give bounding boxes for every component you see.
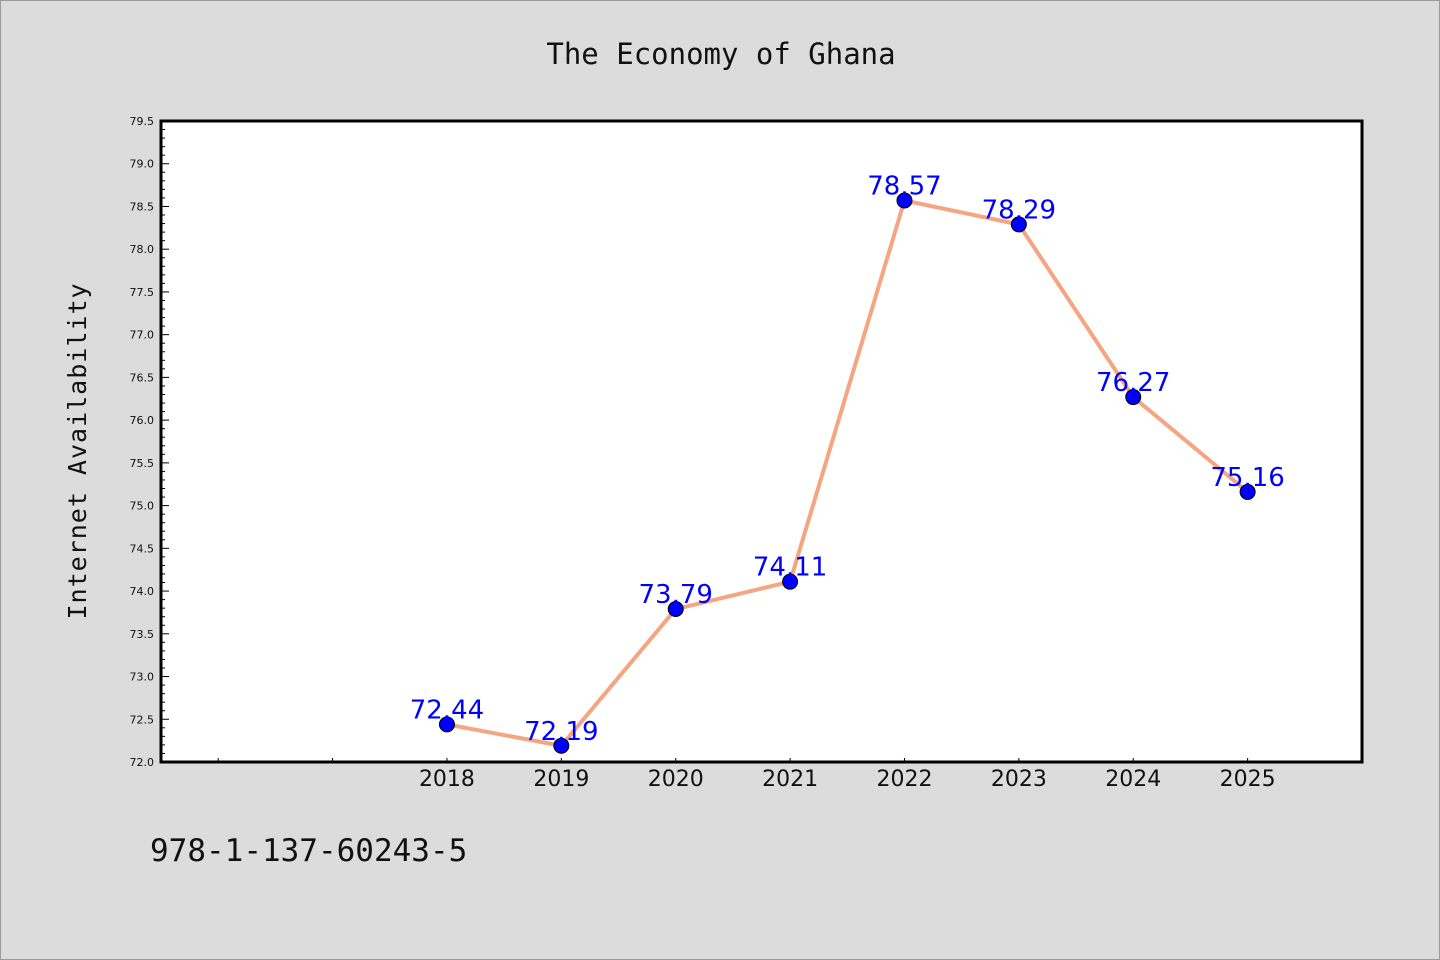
x-tick-label: 2023 [991, 767, 1047, 792]
y-tick-label: 78.5 [130, 200, 155, 213]
data-point [438, 716, 455, 733]
x-tick-label: 2020 [648, 767, 704, 792]
data-point [1125, 389, 1142, 406]
isbn-caption: 978-1-137-60243-5 [150, 833, 468, 869]
y-tick-label: 76.0 [130, 414, 155, 427]
y-tick-label: 74.0 [130, 585, 155, 598]
y-tick-label: 73.0 [130, 671, 155, 684]
y-tick-label: 77.5 [130, 286, 155, 299]
y-tick-label: 75.0 [130, 500, 155, 513]
data-point [553, 737, 570, 754]
y-tick-label: 79.0 [130, 158, 155, 171]
y-tick-label: 72.5 [130, 713, 155, 726]
data-label: 74.11 [753, 553, 827, 583]
y-tick-label: 78.0 [130, 243, 155, 256]
y-axis-label: Internet Availability [63, 282, 92, 619]
series-line [446, 198, 1249, 748]
y-tick-label: 73.5 [130, 628, 155, 641]
data-label: 73.79 [638, 580, 712, 610]
data-point [1239, 483, 1256, 500]
y-tick-label: 77.0 [130, 329, 155, 342]
data-label: 78.29 [982, 195, 1056, 225]
x-tick-label: 2021 [762, 767, 818, 792]
data-point [1010, 216, 1027, 233]
y-axis-ticks: 72.0 72.5 73.0 73.5 74.0 74.5 75.0 75.5 76.0 76.5… [130, 115, 169, 769]
data-label: 76.27 [1096, 368, 1170, 398]
x-tick-label: 2018 [419, 767, 475, 792]
plot-area [159, 119, 1364, 764]
data-label: 72.19 [524, 717, 598, 747]
data-label: 78.57 [867, 171, 941, 201]
series-layer: 72.44 72.19 73.79 74.11 78.57 78.29 76.27 75.16 [410, 171, 1285, 754]
data-label: 72.44 [410, 695, 484, 725]
data-point [667, 601, 684, 618]
data-label: 75.16 [1210, 463, 1284, 493]
x-tick-label: 2022 [876, 767, 932, 792]
y-tick-label: 76.5 [130, 371, 155, 384]
x-tick-label: 2025 [1220, 767, 1276, 792]
data-point [896, 192, 913, 209]
y-tick-label: 72.0 [130, 756, 155, 769]
y-tick-label: 75.5 [130, 457, 155, 470]
chart-title: The Economy of Ghana [546, 37, 895, 71]
x-tick-label: 2024 [1105, 767, 1161, 792]
data-point [782, 573, 799, 590]
x-tick-label: 2019 [533, 767, 589, 792]
y-tick-label: 74.5 [130, 542, 155, 555]
x-axis-ticks: 2018 2019 2020 2021 2022 2023 2024 2025 [217, 758, 1276, 792]
y-tick-label: 79.5 [130, 115, 155, 128]
